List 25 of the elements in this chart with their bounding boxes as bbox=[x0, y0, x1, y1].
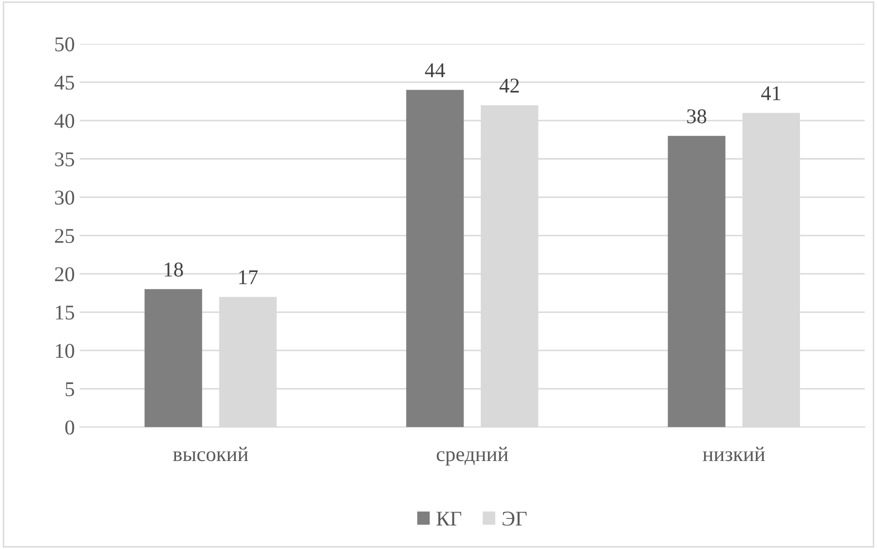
y-tick-label: 5 bbox=[66, 382, 74, 396]
y-tick-label: 45 bbox=[54, 76, 74, 90]
legend-label: КГ bbox=[436, 512, 462, 526]
bar bbox=[144, 289, 202, 428]
y-tick-label: 35 bbox=[55, 152, 74, 166]
y-tick-label: 15 bbox=[56, 306, 74, 320]
y-tick-label: 50 bbox=[55, 37, 74, 52]
y-tick-label: 25 bbox=[55, 228, 74, 243]
bar bbox=[406, 90, 464, 428]
y-tick-label: 0 bbox=[65, 420, 74, 435]
data-label: 42 bbox=[500, 78, 519, 92]
legend-label: ЭГ bbox=[502, 512, 527, 526]
data-label: 41 bbox=[761, 86, 780, 100]
y-tick-label: 20 bbox=[55, 267, 74, 282]
x-tick-label: низкий bbox=[702, 446, 765, 462]
y-tick-label: 40 bbox=[54, 114, 74, 128]
data-label: 44 bbox=[424, 63, 446, 78]
data-label: 17 bbox=[239, 270, 258, 284]
y-tick-label: 10 bbox=[56, 344, 74, 358]
x-tick-label: средний bbox=[436, 446, 508, 466]
data-label: 38 bbox=[687, 109, 706, 124]
bar bbox=[668, 136, 726, 428]
y-tick-label: 30 bbox=[55, 190, 74, 205]
data-label: 18 bbox=[164, 262, 183, 277]
x-tick-label: высокий bbox=[173, 446, 248, 462]
